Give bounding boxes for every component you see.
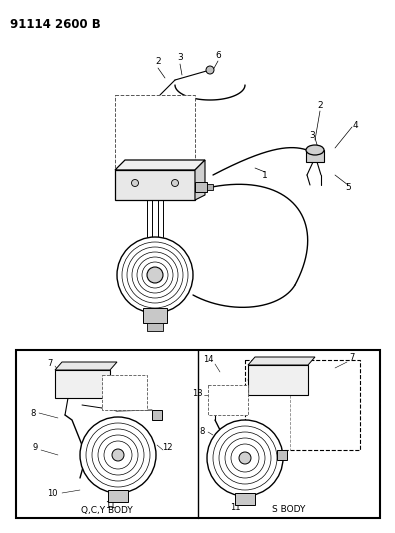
Text: 11: 11: [230, 503, 240, 512]
Bar: [115, 95, 195, 170]
Polygon shape: [248, 357, 315, 365]
Bar: [152, 410, 162, 420]
Text: 10: 10: [47, 489, 57, 497]
Bar: [207, 184, 213, 190]
Bar: [235, 493, 255, 505]
Polygon shape: [195, 160, 205, 200]
Text: 13: 13: [192, 389, 202, 398]
Text: 91114 2600 B: 91114 2600 B: [10, 18, 101, 31]
Bar: [143, 308, 167, 323]
Circle shape: [80, 417, 156, 493]
Bar: [245, 360, 360, 450]
Text: 8: 8: [30, 408, 36, 417]
Text: 8: 8: [199, 427, 205, 437]
Circle shape: [117, 237, 193, 313]
Text: 11: 11: [105, 500, 115, 510]
Text: 2: 2: [155, 58, 161, 67]
Polygon shape: [115, 160, 205, 170]
Text: 4: 4: [352, 120, 358, 130]
Text: 5: 5: [345, 183, 351, 192]
Bar: [102, 375, 147, 410]
Text: 1: 1: [262, 171, 268, 180]
Circle shape: [112, 449, 124, 461]
Bar: [115, 170, 195, 200]
Text: 2: 2: [317, 101, 323, 109]
Bar: [208, 385, 248, 415]
Bar: [248, 365, 308, 395]
Text: 7: 7: [349, 353, 355, 362]
Text: 12: 12: [162, 443, 172, 453]
Text: 14: 14: [203, 356, 213, 365]
Text: 6: 6: [215, 51, 221, 60]
Circle shape: [171, 180, 179, 187]
Bar: [195, 182, 207, 192]
Polygon shape: [55, 362, 117, 370]
Bar: [102, 375, 147, 410]
Text: 3: 3: [309, 131, 315, 140]
Bar: [115, 95, 195, 170]
Bar: [306, 150, 324, 162]
Bar: [147, 323, 163, 331]
Text: Q,C,Y BODY: Q,C,Y BODY: [81, 505, 133, 514]
Text: 3: 3: [177, 53, 183, 62]
Bar: [108, 490, 128, 502]
Text: 9: 9: [32, 443, 38, 453]
Circle shape: [239, 452, 251, 464]
Circle shape: [147, 267, 163, 283]
Bar: [277, 450, 287, 460]
Text: 7: 7: [47, 359, 53, 367]
Circle shape: [207, 420, 283, 496]
Bar: [16, 350, 380, 518]
Circle shape: [206, 66, 214, 74]
Text: S BODY: S BODY: [272, 505, 306, 514]
Circle shape: [132, 180, 139, 187]
Bar: [208, 385, 248, 415]
Ellipse shape: [306, 145, 324, 155]
Bar: [55, 370, 110, 398]
